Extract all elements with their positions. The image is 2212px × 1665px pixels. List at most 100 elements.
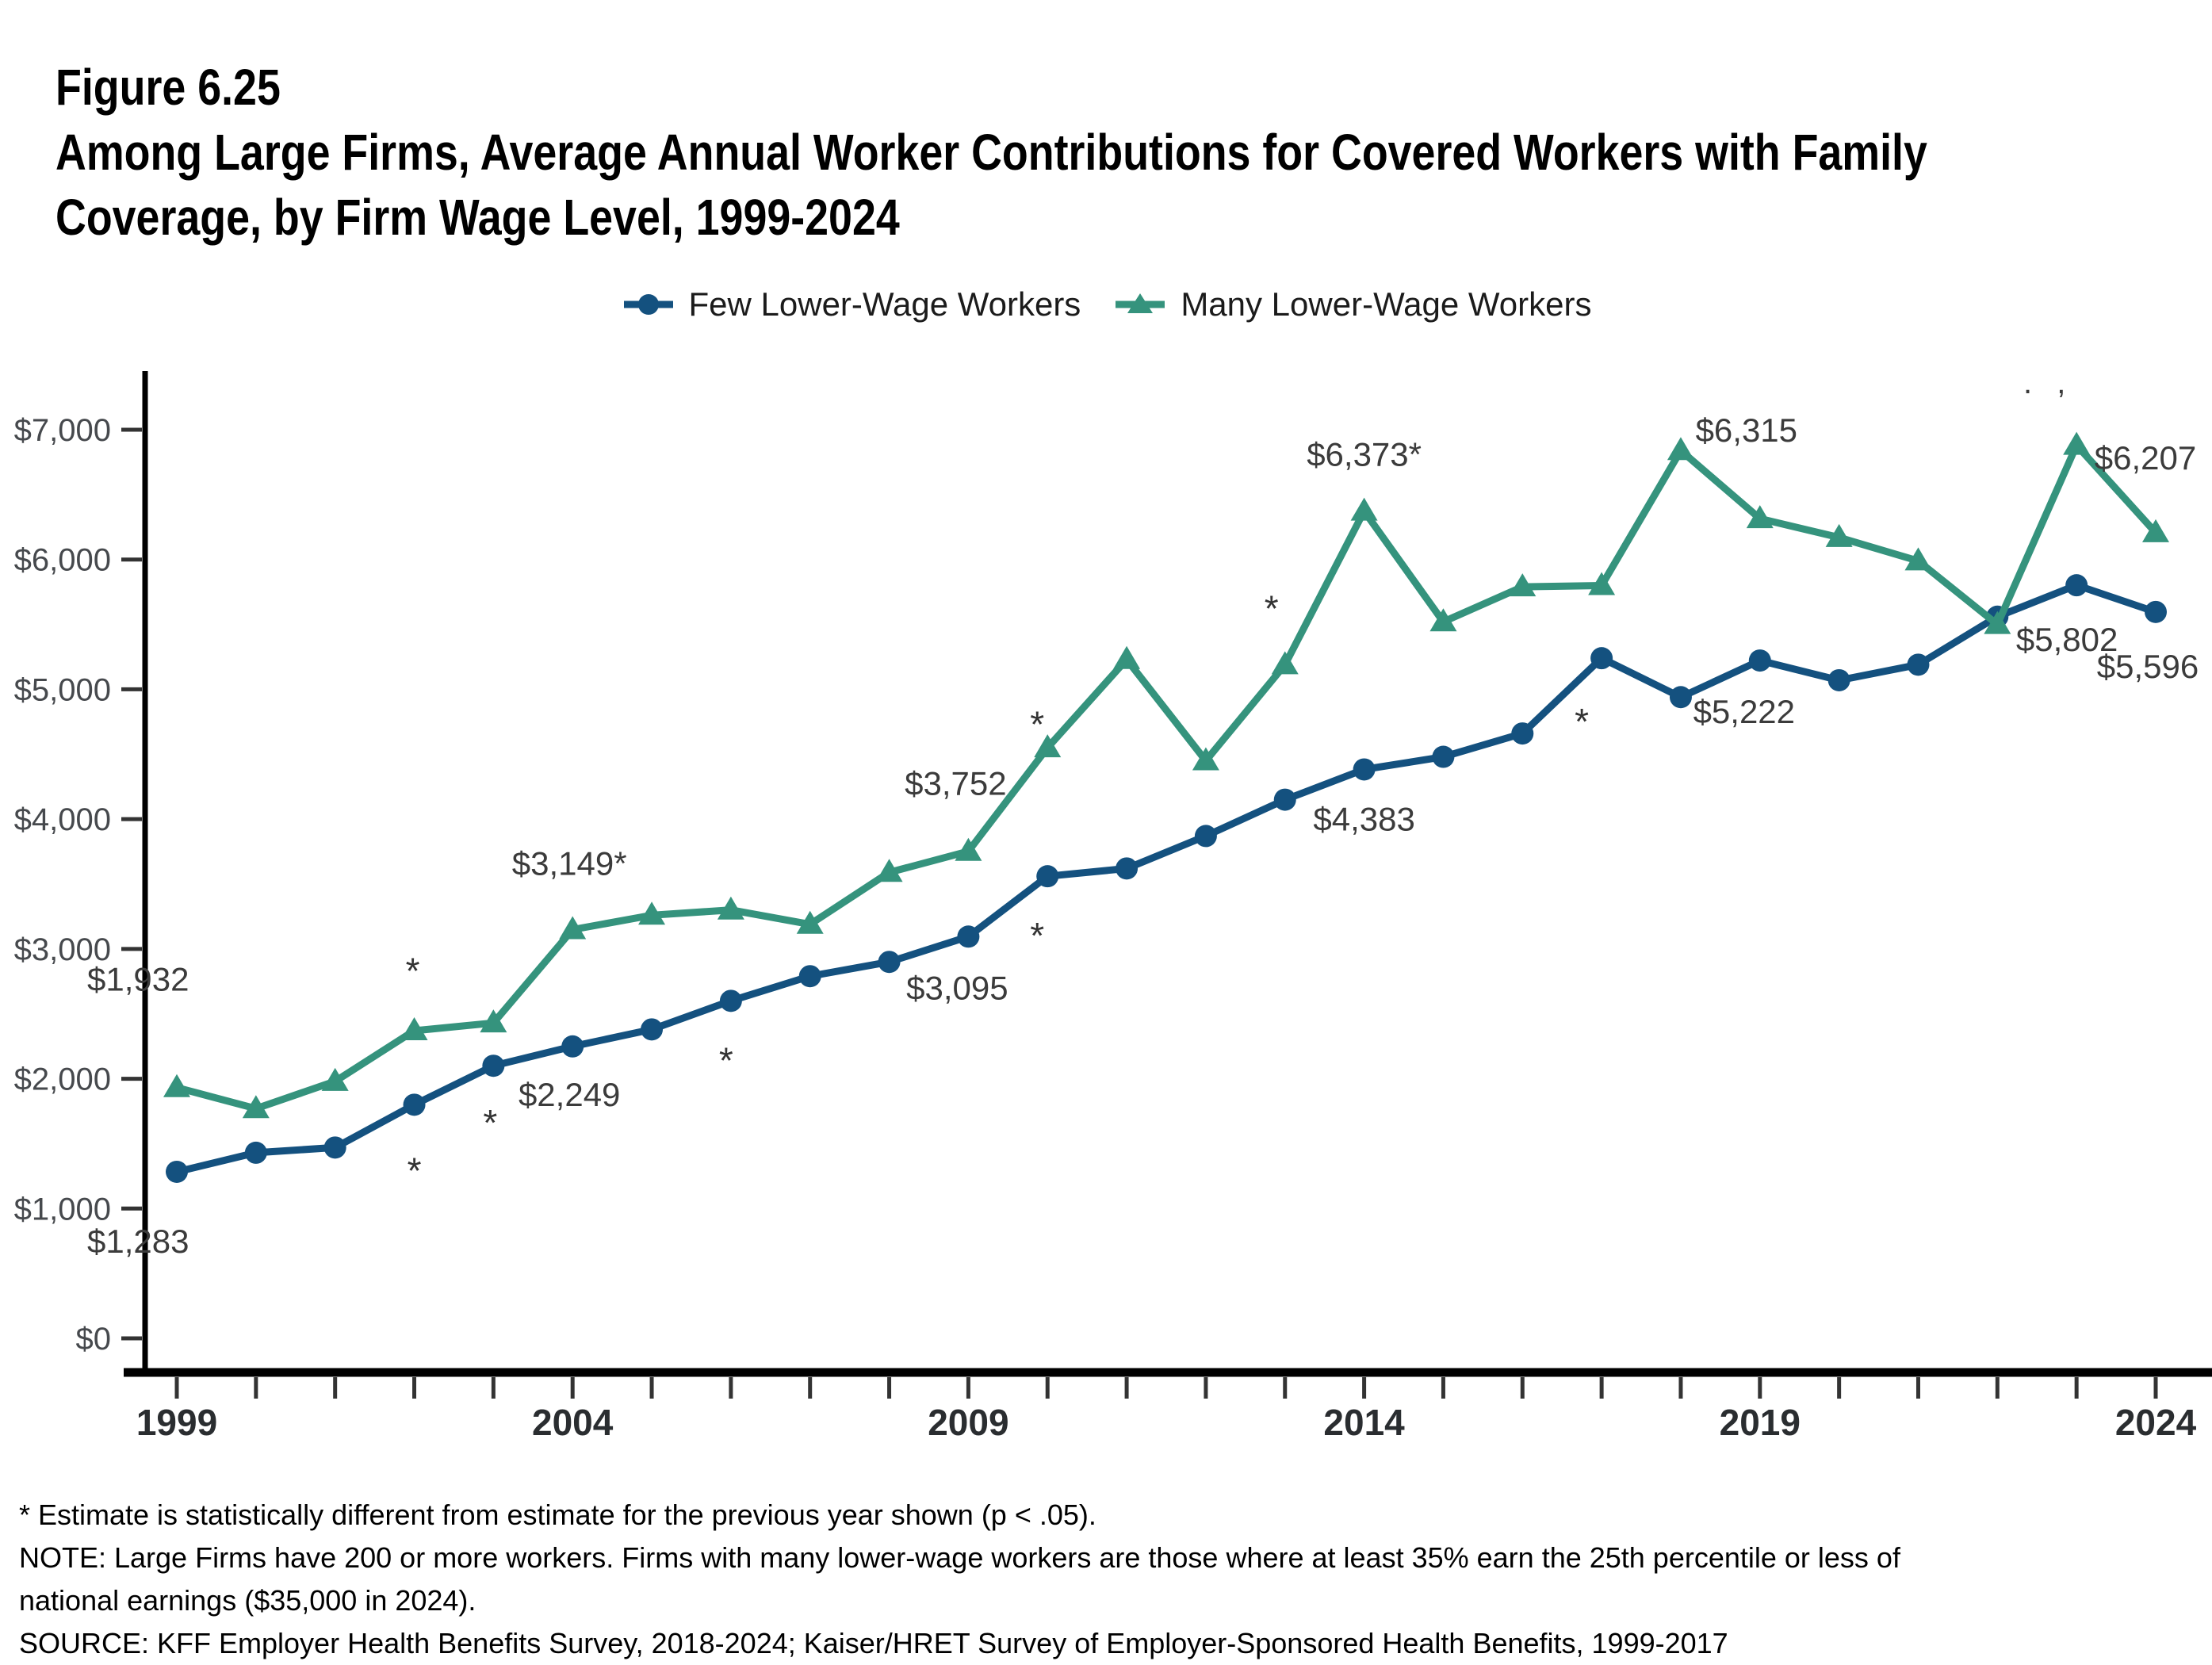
data-point-triangle [2142, 519, 2169, 542]
data-point-circle [2145, 600, 2167, 623]
data-point-triangle [796, 910, 824, 934]
significance-asterisk: * [1030, 703, 1044, 744]
series-many-lower-wage [163, 431, 2169, 1119]
point-label: $2,249 [519, 1076, 620, 1113]
x-tick-label: 2019 [1720, 1402, 1801, 1443]
x-axis-ticks: 1999 2004 2009 2014 2019 2024 [136, 1377, 2197, 1443]
data-point-circle [1432, 745, 1455, 768]
data-point-triangle [717, 896, 744, 920]
data-point-circle [957, 925, 980, 948]
point-label: $3,752 [905, 765, 1006, 802]
y-tick-label: $2,000 [14, 1062, 111, 1097]
line-chart: $0 $1,000 $2,000 $3,000 $4,000 $5,000 $6,000 $7… [14, 366, 2212, 1443]
data-point-circle [641, 1018, 664, 1041]
footnote-significance: * Estimate is statistically different fr… [19, 1498, 1096, 1531]
data-point-triangle [1350, 497, 1378, 521]
legend-label-few-lower-wage: Few Lower-Wage Workers [688, 285, 1081, 323]
significance-asterisk: * [483, 1102, 497, 1143]
data-point-circle [1907, 653, 1930, 676]
point-label: $6,373* [1307, 436, 1422, 473]
data-point-triangle [1667, 437, 1694, 461]
data-point-triangle [321, 1067, 349, 1091]
y-tick-label: $7,000 [14, 413, 111, 448]
point-label: $3,149* [512, 844, 627, 882]
point-label: $1,283 [87, 1223, 189, 1260]
data-point-triangle [1113, 645, 1141, 669]
legend-item-many-lower-wage: Many Lower-Wage Workers [1112, 285, 1591, 323]
data-point-triangle [559, 916, 587, 940]
y-axis-ticks: $0 $1,000 $2,000 $3,000 $4,000 $5,000 $6,000 $7… [14, 413, 142, 1357]
data-point-circle [1669, 686, 1692, 709]
data-point-triangle [1034, 734, 1062, 758]
data-point-circle [719, 989, 742, 1012]
legend: Few Lower-Wage Workers Many Lower-Wage W… [0, 285, 2212, 323]
significance-asterisk: * [1265, 588, 1279, 630]
data-point-triangle [1825, 523, 1853, 547]
point-label: $4,383 [1313, 800, 1414, 837]
data-point-circle [323, 1136, 346, 1159]
data-point-circle [244, 1141, 267, 1164]
y-tick-label: $6,000 [14, 543, 111, 578]
data-point-circle [1036, 865, 1059, 888]
y-tick-label: $5,000 [14, 672, 111, 707]
data-point-circle [1511, 722, 1534, 745]
y-tick-label: $3,000 [14, 932, 111, 967]
data-point-circle [1353, 758, 1376, 781]
x-tick-label: 2014 [1323, 1402, 1405, 1443]
data-point-triangle [163, 1074, 190, 1097]
significance-asterisk: * [1030, 915, 1044, 956]
point-label: $5,596 [2097, 648, 2199, 685]
data-point-circle [1590, 647, 1613, 670]
data-point-triangle [1429, 608, 1457, 632]
x-tick-label: 2004 [532, 1402, 614, 1443]
series-line [175, 581, 2157, 1176]
data-point-circle [403, 1093, 426, 1116]
point-label: $5,222 [1693, 693, 1795, 730]
data-point-circle [798, 965, 821, 988]
legend-item-few-lower-wage: Few Lower-Wage Workers [621, 285, 1081, 323]
footnote-source: SOURCE: KFF Employer Health Benefits Sur… [19, 1627, 1728, 1659]
axes [124, 371, 2212, 1377]
y-tick-label: $4,000 [14, 802, 111, 837]
data-point-triangle [1588, 572, 1616, 595]
y-tick-label: $1,000 [14, 1192, 111, 1227]
data-point-triangle [1192, 747, 1219, 771]
footnote-note-line2: national earnings ($35,000 in 2024). [19, 1584, 476, 1617]
point-label: $6,207 [2095, 439, 2196, 477]
x-tick-label: 2009 [928, 1402, 1008, 1443]
y-tick-label: $0 [76, 1322, 112, 1357]
data-point-circle [2065, 574, 2088, 597]
data-point-triangle [955, 837, 982, 861]
data-point-triangle [242, 1095, 270, 1119]
x-tick-label: 1999 [136, 1402, 217, 1443]
point-label: $3,095 [906, 969, 1008, 1006]
figure-label: Figure 6.25 [55, 59, 281, 116]
series-few-lower-wage [166, 574, 2167, 1183]
significance-asterisk: * [1575, 701, 1589, 742]
point-labels: $1,932 $1,283 $3,149* $2,249 $3,752 $3,095 $6,… [87, 411, 2199, 1260]
legend-label-many-lower-wage: Many Lower-Wage Workers [1181, 285, 1592, 323]
series-line [175, 438, 2159, 1112]
footnotes: * Estimate is statistically different fr… [19, 1494, 1900, 1665]
line-triangle-marker-icon [1116, 293, 1165, 313]
data-point-triangle [2063, 431, 2091, 455]
significance-asterisks: * * * * * * * * [406, 588, 1590, 1192]
data-point-circle [1827, 668, 1850, 691]
significance-asterisk: * [719, 1039, 733, 1081]
data-point-circle [482, 1054, 505, 1077]
x-tick-label: 2024 [2115, 1402, 2197, 1443]
line-circle-marker-icon [623, 294, 673, 315]
data-point-triangle [1984, 610, 2011, 634]
page-title-line1: Among Large Firms, Average Annual Worker… [55, 124, 1927, 181]
significance-asterisk: * [406, 950, 420, 991]
data-point-triangle [1271, 651, 1299, 675]
data-point-circle [166, 1160, 188, 1183]
data-point-circle [1273, 788, 1296, 811]
data-point-triangle [400, 1016, 428, 1040]
data-point-triangle [875, 859, 903, 882]
point-label: $5,802 [2016, 621, 2118, 658]
data-point-circle [1194, 825, 1217, 848]
data-point-circle [1748, 649, 1771, 672]
data-point-triangle [1509, 573, 1537, 597]
point-label: $1,932 [87, 961, 189, 998]
